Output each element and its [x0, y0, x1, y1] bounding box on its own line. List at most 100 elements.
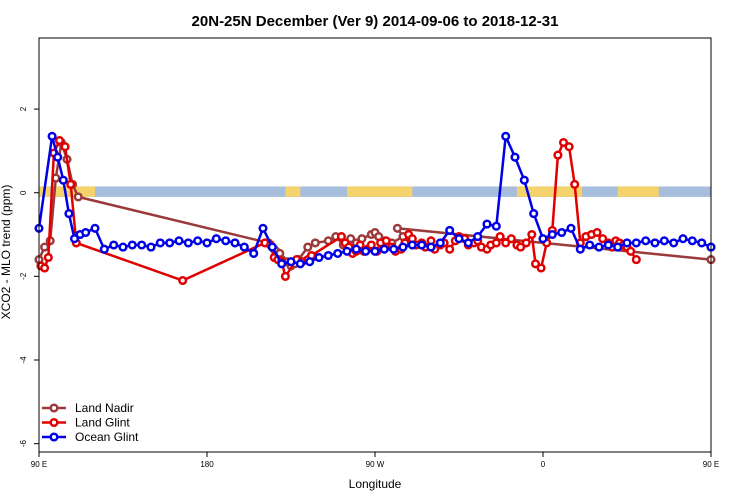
data-point: [501, 238, 511, 248]
data-point: [109, 240, 119, 250]
legend-marker: [49, 432, 59, 442]
data-point: [527, 229, 537, 240]
data-point: [137, 240, 147, 250]
data-point: [641, 236, 651, 246]
data-point: [295, 259, 305, 269]
data-point: [538, 234, 548, 244]
data-point: [370, 246, 380, 256]
land-ocean-band: [39, 186, 711, 197]
data-point: [594, 242, 604, 252]
data-point: [280, 271, 290, 281]
legend-label: Land Glint: [75, 416, 130, 430]
data-point: [305, 257, 315, 267]
data-point: [631, 255, 641, 265]
data-point: [69, 234, 80, 244]
data-point: [463, 238, 473, 248]
data-point: [558, 137, 569, 148]
data-point: [678, 234, 688, 244]
y-tick-label: 0: [19, 190, 28, 195]
data-point: [66, 179, 76, 189]
data-point: [314, 252, 324, 263]
data-point: [286, 257, 296, 267]
data-point: [592, 227, 602, 238]
data-point: [473, 232, 483, 242]
series-land-glint: [36, 135, 641, 286]
y-tick-label: -4: [19, 356, 28, 364]
data-point: [575, 244, 585, 254]
data-point: [310, 238, 320, 248]
data-point: [178, 275, 188, 286]
data-point: [174, 236, 184, 246]
data-point: [557, 227, 567, 238]
data-point: [379, 244, 389, 254]
y-tick-label: -6: [19, 440, 28, 448]
data-point: [193, 236, 203, 246]
data-point: [529, 209, 539, 219]
legend-label: Ocean Glint: [75, 430, 139, 444]
data-point: [598, 234, 608, 244]
land-segment: [285, 186, 301, 197]
y-axis-ticks: -6 -4 -2 0 2: [19, 106, 39, 447]
y-tick-label: -2: [19, 272, 28, 280]
data-point: [58, 175, 68, 185]
data-point: [47, 131, 57, 141]
data-point: [333, 248, 343, 258]
data-point: [491, 238, 501, 248]
data-point: [626, 246, 636, 256]
data-point: [323, 250, 333, 261]
data-point: [519, 175, 529, 185]
data-point: [669, 238, 679, 248]
series-layer: [34, 131, 716, 286]
data-point: [81, 227, 91, 238]
data-point: [516, 242, 526, 252]
data-point: [202, 238, 212, 248]
data-point: [64, 209, 74, 219]
legend-entry: Land Nadir: [42, 401, 134, 415]
data-point: [566, 223, 576, 233]
data-point: [303, 242, 313, 252]
data-point: [366, 240, 376, 250]
data-point: [510, 152, 520, 162]
data-point: [603, 240, 613, 250]
data-point: [482, 219, 492, 229]
legend-entry: Land Glint: [42, 416, 130, 430]
data-point: [392, 223, 402, 233]
data-point: [417, 240, 427, 250]
data-point: [659, 236, 669, 246]
data-point: [445, 225, 455, 235]
data-point: [398, 242, 408, 252]
x-axis-ticks: 90 E 180 90 W 0 90 E: [31, 452, 719, 469]
data-point: [570, 179, 580, 189]
data-point: [239, 242, 249, 252]
data-point: [521, 238, 531, 248]
legend-label: Land Nadir: [75, 401, 134, 415]
data-point: [445, 244, 455, 254]
data-point: [258, 223, 268, 233]
data-point: [249, 248, 259, 258]
data-point: [60, 142, 70, 152]
data-point: [99, 244, 109, 254]
data-point: [536, 263, 546, 273]
data-point: [547, 229, 557, 240]
data-point: [73, 192, 83, 202]
land-segment: [617, 186, 659, 197]
data-point: [650, 238, 660, 248]
data-point: [230, 238, 240, 248]
data-point: [40, 263, 50, 273]
data-point: [155, 238, 165, 248]
data-point: [346, 234, 356, 244]
data-point: [491, 221, 501, 231]
y-tick-label: 2: [19, 106, 28, 111]
land-segment: [516, 186, 583, 197]
data-point: [389, 244, 399, 254]
data-point: [530, 259, 541, 269]
data-point: [146, 242, 156, 252]
data-point: [495, 232, 505, 242]
x-tick-label: 180: [200, 460, 214, 469]
x-axis-label: Longitude: [349, 477, 402, 491]
data-point: [381, 236, 391, 246]
data-point: [501, 131, 511, 141]
data-point: [622, 238, 632, 248]
